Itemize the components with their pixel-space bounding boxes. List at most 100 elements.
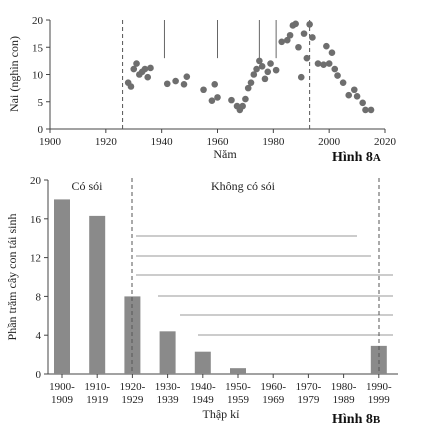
data-point [345,91,353,99]
x-tick-label: 1940- [190,381,216,393]
y-tick-label: 5 [38,97,44,109]
data-point [331,65,339,73]
y-tick-label: 12 [30,253,41,265]
data-point [272,66,280,74]
data-point [183,73,191,80]
data-point [323,42,330,50]
x-tick-label: 1960- [260,381,286,393]
caption-figure-8a: Hình 8A [332,150,381,166]
x-tick-label: 1949 [192,394,215,406]
data-point [306,21,313,28]
caption-suffix: B [372,414,381,426]
data-point [353,93,361,100]
x-tick-label: 1919 [86,394,109,406]
bar [230,368,246,374]
y-axis-title: Phần trăm cây con tái sinh [5,214,19,341]
x-axis-title: Năm [213,147,237,161]
data-point [147,64,154,72]
x-tick-label: 1930- [155,381,181,393]
data-point [292,20,299,28]
x-tick-label: 1990- [366,381,392,393]
y-tick-label: 0 [36,369,42,381]
data-point [367,106,375,114]
data-point [141,65,149,73]
x-tick-label: 1980 [262,136,285,148]
data-point [334,72,341,79]
y-tick-label: 20 [30,175,42,187]
data-point [300,30,308,37]
deer-population-chart: 0 5 10 15 20 1900 1920 1940 1960 1980 2000 2020 Na… [7,15,397,161]
data-point [130,65,138,73]
data-point [359,99,366,107]
y-axis-title: Nai (nghìn con) [7,36,21,112]
data-point [127,83,135,90]
data-point [253,65,260,73]
data-point [314,60,322,67]
x-tick-label: 1979 [297,394,320,406]
data-point [133,60,140,67]
x-tick-label: 1950- [225,381,251,393]
data-point [309,34,316,41]
data-point [172,77,179,85]
x-tick-label: 1900- [49,381,75,393]
y-tick-label: 16 [30,214,42,226]
data-point [295,43,302,51]
data-point [278,38,286,46]
data-point [244,84,252,92]
y-tick-label: 10 [32,70,44,82]
x-axis-title: Thập kỉ [203,407,241,421]
data-point [250,71,258,78]
data-point [261,75,269,83]
data-point [228,96,235,104]
x-tick-label: 1960 [207,136,230,148]
seedling-regeneration-chart: 0 4 8 12 16 20 1900-1909 1910-1919 1920-1929 193… [5,175,398,421]
data-point [163,80,171,88]
x-tick-label: 1920- [120,381,146,393]
data-point [144,73,152,81]
data-point [242,95,249,103]
x-tick-label: 1939 [157,394,180,406]
data-point [297,73,305,81]
caption-suffix: A [372,152,381,164]
data-point [267,60,274,67]
x-tick-label: 1959 [227,394,250,406]
data-point [303,54,311,62]
y-tick-label: 15 [32,42,44,54]
x-tick-label: 1980- [331,381,357,393]
data-point [283,36,291,44]
x-tick-label: 1910- [84,381,110,393]
data-point [211,81,219,88]
caption-figure-8b: Hình 8B [332,412,380,428]
data-point [325,60,333,67]
data-point [264,68,272,76]
x-tick-label: 1999 [368,394,391,406]
x-tick-label: 1970- [296,381,322,393]
x-tick-label: 1969 [262,394,285,406]
caption-main: Hình 8 [332,412,373,427]
y-tick-label: 0 [38,124,44,136]
data-point [214,94,221,101]
data-point [247,79,255,86]
data-point [286,31,294,39]
x-tick-label: 2000 [318,136,341,148]
bar [194,351,211,374]
annotation-with-wolves: Có sói [71,179,103,193]
data-point [208,97,216,104]
data-point [362,106,369,114]
y-tick-label: 20 [32,15,44,27]
data-point [350,86,358,94]
bar [370,345,387,374]
y-tick-label: 4 [36,330,42,342]
x-tick-label: 1900 [39,136,62,148]
data-point [180,81,188,88]
x-tick-label: 1909 [51,394,74,406]
annotation-without-wolves: Không có sói [211,179,276,193]
data-point [258,63,266,70]
data-point [320,61,327,68]
data-point [256,57,263,65]
x-tick-label: 1929 [121,394,144,406]
y-tick-label: 8 [36,291,42,303]
x-tick-label: 1989 [333,394,356,406]
